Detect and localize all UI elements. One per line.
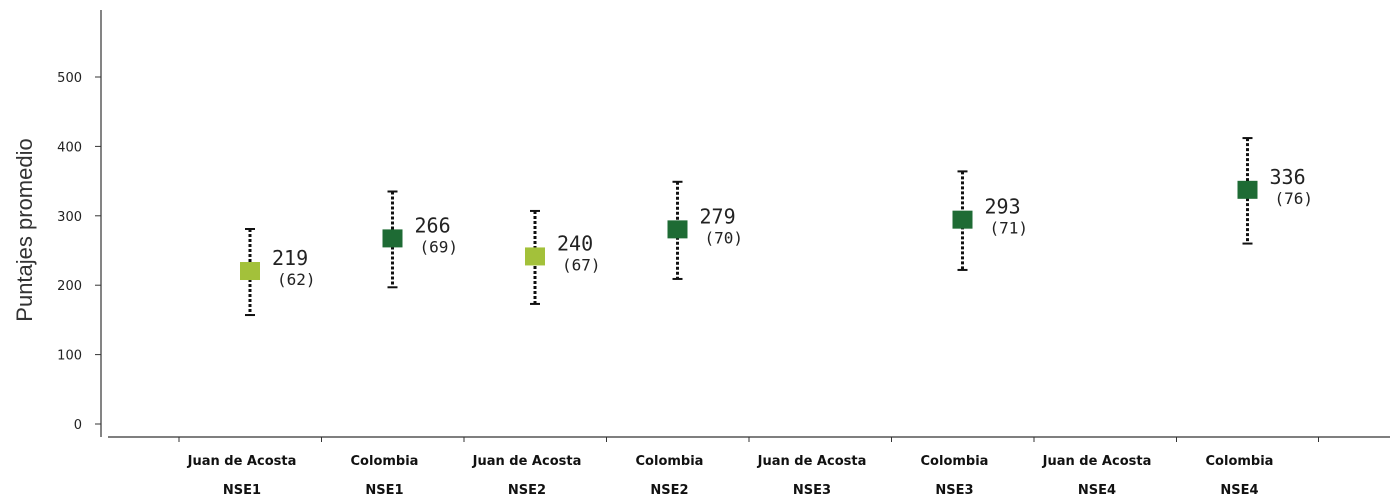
y-tick-label: 500: [57, 71, 82, 86]
data-point-group: 266(69): [382, 190, 459, 289]
y-tick-label: 0: [74, 418, 82, 433]
x-category-label: Colombia: [1206, 454, 1274, 469]
data-point-group: 279(70): [667, 180, 744, 280]
sd-value-label: (62): [277, 270, 316, 289]
data-points: 219(62)266(69) 240(67)279(70)293(71)336(7…: [240, 137, 1314, 317]
mean-value-label: 336: [1270, 165, 1306, 189]
x-category-label: Colombia: [351, 454, 419, 469]
mean-value-label: 266: [415, 213, 451, 237]
data-point-group: 219(62): [240, 227, 316, 317]
x-category-sublabel: NSE1: [223, 483, 261, 498]
x-category-label: Juan de Acosta: [1042, 454, 1152, 469]
mean-marker: [382, 229, 403, 248]
data-point-group: 240(67): [525, 209, 601, 305]
sd-value-label: (69): [420, 237, 459, 256]
y-tick-label: 100: [57, 349, 82, 364]
x-category-label: Colombia: [921, 454, 989, 469]
mean-marker: [240, 262, 260, 281]
x-category-sublabel: NSE2: [508, 483, 546, 498]
x-category-label: Juan de Acosta: [187, 454, 297, 469]
x-category-sublabel: NSE2: [650, 483, 688, 498]
mean-value-label: 293: [985, 195, 1021, 219]
mean-value-label: 240: [557, 231, 593, 255]
x-category-sublabel: NSE3: [935, 483, 973, 498]
mean-marker: [952, 210, 973, 229]
y-tick-label: 200: [57, 279, 82, 294]
x-category-sublabel: NSE3: [793, 483, 831, 498]
x-category-sublabel: NSE4: [1220, 483, 1258, 498]
x-category-label: Juan de Acosta: [472, 454, 582, 469]
data-point-group: 336(76): [1237, 137, 1314, 245]
sd-value-label: (67): [562, 255, 601, 274]
x-category-sublabel: NSE1: [365, 483, 403, 498]
mean-marker: [1237, 180, 1258, 199]
sd-value-label: (70): [705, 228, 744, 247]
y-tick-label: 400: [57, 140, 82, 155]
x-ticks: Juan de Acosta NSE1 Colombia NSE1 Juan de Ac…: [178, 437, 1319, 498]
mean-value-label: 219: [272, 246, 308, 270]
sd-value-label: (76): [1275, 189, 1314, 208]
sd-value-label: (71): [990, 219, 1029, 238]
mean-marker: [525, 247, 545, 266]
y-ticks: 0 100 200 300 400 500: [57, 71, 101, 433]
y-axis-label: Puntajes promedio: [12, 138, 37, 321]
mean-marker: [667, 220, 688, 239]
data-point-group: 293(71): [952, 170, 1029, 271]
y-tick-label: 300: [57, 210, 82, 225]
x-category-label: Juan de Acosta: [757, 454, 867, 469]
x-category-label: Colombia: [636, 454, 704, 469]
mean-value-label: 279: [700, 204, 736, 228]
x-category-sublabel: NSE4: [1078, 483, 1116, 498]
